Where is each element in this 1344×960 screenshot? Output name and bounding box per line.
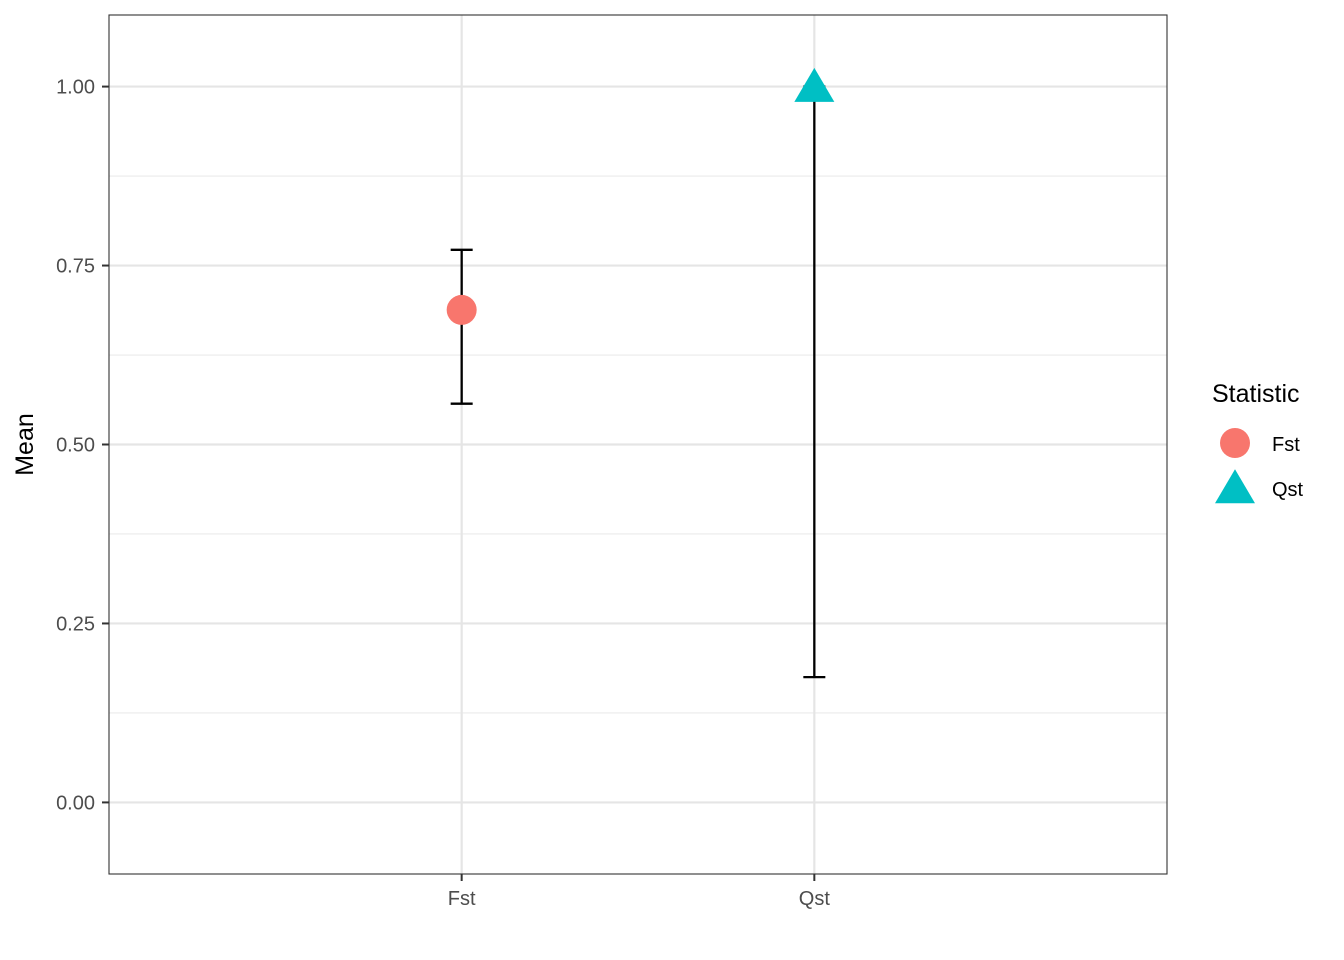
- x-axis: Fst Qst: [448, 874, 831, 910]
- y-tick-label: 0.50: [56, 435, 95, 457]
- legend-key-qst: [1215, 469, 1255, 504]
- legend-key-fst: [1220, 428, 1250, 458]
- y-axis: 0.00 0.25 0.50 0.75 1.00: [56, 77, 109, 814]
- data-marks: [446, 67, 835, 679]
- legend-label-qst: Qst: [1272, 479, 1304, 501]
- legend-label-fst: Fst: [1272, 434, 1300, 456]
- y-tick-label: 0.25: [56, 613, 95, 635]
- point-fst: [446, 294, 477, 325]
- grid-minor: [109, 175, 1167, 714]
- x-tick-label: Qst: [799, 888, 831, 910]
- y-tick-label: 0.75: [56, 256, 95, 278]
- point-qst: [794, 67, 835, 102]
- x-tick-label: Fst: [448, 888, 476, 910]
- y-axis-title: Mean: [11, 413, 39, 476]
- y-tick-label: 1.00: [56, 77, 95, 99]
- legend-title: Statistic: [1212, 380, 1300, 408]
- legend: Statistic Fst Qst: [1212, 380, 1304, 504]
- y-tick-label: 0.00: [56, 792, 95, 814]
